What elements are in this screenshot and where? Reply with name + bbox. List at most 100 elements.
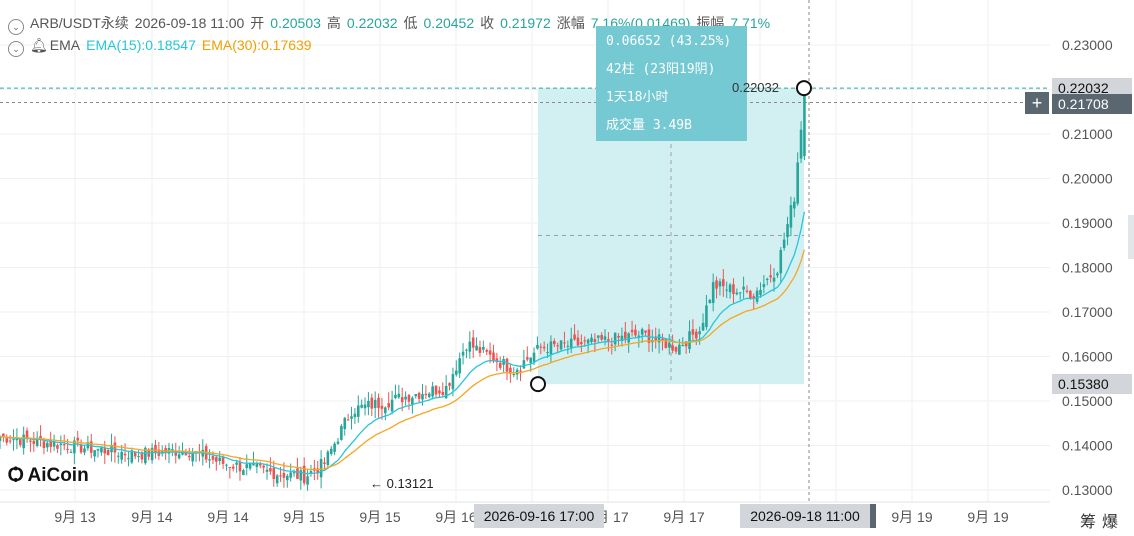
chevron-down-icon[interactable]: ⌄ xyxy=(8,41,24,57)
candle-body xyxy=(174,451,178,456)
candle-body xyxy=(218,457,221,462)
y-tick-label: 0.23000 xyxy=(1062,37,1113,53)
candle-body xyxy=(326,451,330,465)
candle-body xyxy=(782,239,786,249)
measure-volume: 成交量 3.49B xyxy=(606,118,692,133)
candle-body xyxy=(694,331,698,339)
candle-body xyxy=(786,224,789,238)
candle-body xyxy=(221,456,225,464)
candle-body xyxy=(708,299,712,304)
candle-body xyxy=(83,448,86,453)
candle-body xyxy=(566,345,570,347)
candle-body xyxy=(725,289,728,291)
candle-body xyxy=(688,331,691,349)
candle-body xyxy=(367,400,370,408)
candle-body xyxy=(424,393,428,396)
candle-body xyxy=(512,374,516,376)
candle-body xyxy=(742,286,745,290)
candle-body xyxy=(549,341,553,355)
measure-start-handle xyxy=(530,376,546,393)
candle-body xyxy=(29,440,32,442)
candle-body xyxy=(789,205,793,228)
candle-body xyxy=(350,416,353,419)
candle-body xyxy=(150,447,154,461)
candle-body xyxy=(640,329,644,335)
right-panel-toggle[interactable] xyxy=(1128,215,1134,259)
symbol-label: ARB/USDT永续 xyxy=(30,15,129,31)
candle-body xyxy=(796,162,799,204)
y-tick-label: 0.21000 xyxy=(1062,126,1113,142)
candle-body xyxy=(316,468,320,474)
liquidation-button[interactable]: 爆 xyxy=(1102,514,1119,531)
candle-body xyxy=(738,292,742,294)
candle-body xyxy=(255,463,259,468)
candle-body xyxy=(117,455,120,457)
candle-body xyxy=(448,383,451,386)
candle-body xyxy=(275,475,279,484)
candle-body xyxy=(705,305,708,328)
candle-body xyxy=(634,329,637,336)
candle-body xyxy=(137,456,140,458)
right-tool-buttons: 筹爆 xyxy=(1080,508,1124,532)
candle-body xyxy=(356,405,360,417)
candle-body xyxy=(397,393,401,398)
low-marker: ← 0.13121 xyxy=(370,476,434,491)
ema30-value: EMA(30):0.17639 xyxy=(201,37,312,53)
candle-body xyxy=(269,467,272,472)
y-tick-label: 0.14000 xyxy=(1062,438,1113,454)
measure-start-time: 2026-09-16 17:00 xyxy=(474,504,604,528)
candle-body xyxy=(444,385,448,399)
candle-body xyxy=(630,329,634,333)
y-tick-label: 0.17000 xyxy=(1062,304,1113,320)
high-value: 0.22032 xyxy=(346,15,398,31)
candle-body xyxy=(793,201,796,209)
candle-body xyxy=(799,129,803,159)
candle-body xyxy=(583,340,587,342)
candle-body xyxy=(187,455,191,458)
candle-body xyxy=(745,290,749,292)
candle-body xyxy=(235,462,238,465)
candle-body xyxy=(762,284,766,288)
datetime-label: 2026-09-18 11:00 xyxy=(134,15,245,31)
candle-body xyxy=(755,290,759,302)
chevron-down-icon[interactable]: ⌄ xyxy=(8,19,24,35)
candle-body xyxy=(400,397,404,403)
candle-body xyxy=(451,374,455,390)
candle-body xyxy=(492,352,495,362)
candle-body xyxy=(600,335,603,340)
candle-body xyxy=(596,335,600,338)
candle-body xyxy=(407,395,411,402)
candle-body xyxy=(525,357,529,360)
candle-body xyxy=(498,362,502,368)
y-tick-label: 0.13000 xyxy=(1062,482,1113,498)
candle-body xyxy=(373,399,377,408)
candle-body xyxy=(62,444,66,446)
candle-body xyxy=(292,472,296,474)
candle-body xyxy=(485,350,489,352)
candle-body xyxy=(333,443,336,452)
candle-body xyxy=(49,439,52,447)
candle-body xyxy=(22,434,25,449)
candle-body xyxy=(140,452,144,460)
candle-body xyxy=(302,465,306,484)
logo-text: AiCoin xyxy=(27,465,89,486)
candle-body xyxy=(482,346,485,350)
bell-icon[interactable]: 🔔︎ xyxy=(30,37,48,53)
candle-body xyxy=(765,278,769,280)
candle-body xyxy=(296,468,299,479)
candle-body xyxy=(532,352,536,362)
candle-body xyxy=(353,413,357,418)
candle-body xyxy=(580,342,583,345)
candle-body xyxy=(46,442,49,448)
candle-body xyxy=(573,334,576,340)
candle-body xyxy=(329,448,333,454)
chips-button[interactable]: 筹 xyxy=(1080,514,1097,531)
ema15-value: EMA(15):0.18547 xyxy=(86,37,196,53)
candle-body xyxy=(654,336,658,341)
candle-body xyxy=(776,273,779,276)
add-alert-button[interactable]: + xyxy=(1025,92,1049,114)
candle-body xyxy=(231,466,235,469)
candle-body xyxy=(431,386,434,397)
time-scroll-handle[interactable] xyxy=(870,504,876,528)
